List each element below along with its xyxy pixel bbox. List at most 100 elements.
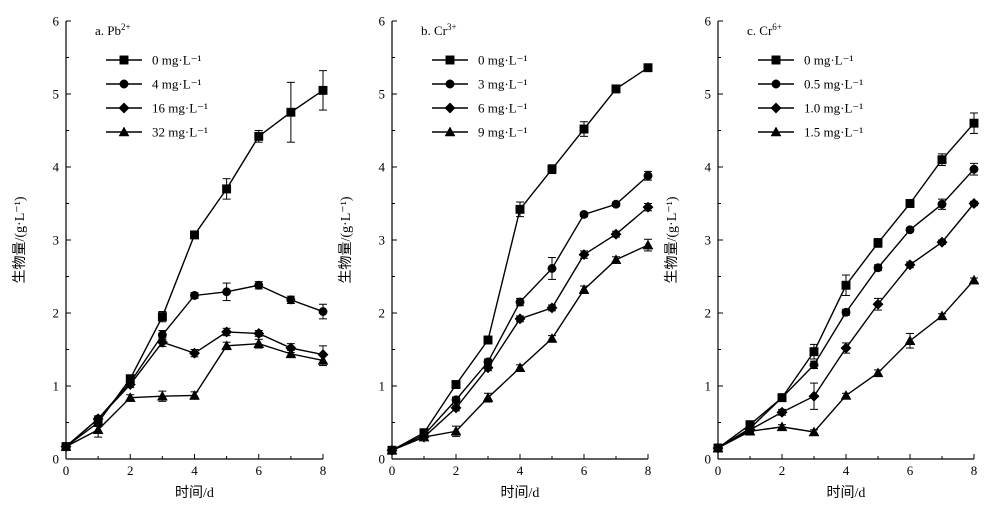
data-point-circle [809, 360, 819, 370]
x-axis-label: 时间/d [827, 485, 866, 501]
y-tick-label: 2 [53, 306, 60, 321]
data-point-triangle [189, 389, 200, 400]
y-tick-label: 3 [379, 233, 386, 248]
x-tick-label: 8 [645, 463, 652, 478]
legend-marker-circle [445, 79, 455, 89]
data-point-diamond [546, 302, 558, 314]
data-point-triangle [872, 367, 884, 378]
data-point-diamond [904, 259, 916, 271]
data-point-square [286, 107, 296, 117]
data-point-triangle [776, 421, 788, 432]
legend-label: 16 mg·L⁻¹ [152, 101, 208, 116]
y-axis-label: 生物量/(g·L⁻¹) [664, 196, 680, 283]
x-axis-label: 时间/d [501, 485, 540, 501]
data-point-triangle [60, 441, 72, 451]
panel-title-superscript: 3+ [447, 22, 457, 32]
data-point-circle [841, 307, 851, 317]
y-tick-label: 1 [705, 379, 712, 394]
data-point-triangle [221, 340, 233, 351]
y-tick-label: 4 [379, 160, 386, 175]
data-point-triangle [253, 338, 265, 348]
data-point-square [222, 184, 232, 194]
legend-label: 3 mg·L⁻¹ [478, 77, 527, 92]
series-line-triangle [391, 244, 649, 451]
data-point-circle [190, 291, 199, 300]
data-point-circle [969, 164, 979, 174]
panel-title: b. Cr3+ [421, 22, 457, 38]
data-point-diamond [188, 347, 201, 359]
data-point-triangle [418, 431, 430, 442]
data-point-triangle [156, 390, 168, 401]
x-tick-label: 2 [779, 463, 786, 478]
y-tick-label: 3 [53, 233, 60, 248]
data-point-square [157, 312, 167, 322]
data-point-triangle [514, 362, 526, 372]
data-point-triangle [840, 389, 852, 400]
legend-label: 9 mg·L⁻¹ [478, 125, 527, 140]
x-tick-label: 8 [320, 463, 327, 478]
data-point-square [905, 199, 915, 208]
panel-title: c. Cr6+ [747, 22, 782, 38]
legend-marker-triangle [770, 126, 782, 137]
data-point-circle [547, 264, 557, 273]
legend-label: 1.0 mg·L⁻¹ [804, 101, 863, 116]
chart-panel-2: 0 2 4 6 8 0 1 2 3 4 5 6 时间/d 生物量/(g·L⁻¹) b. Cr3+ 0 mg·L… [338, 14, 654, 501]
data-point-triangle [317, 354, 329, 365]
x-tick-label: 2 [127, 463, 134, 478]
legend-marker-circle [119, 79, 129, 89]
y-tick-label: 6 [705, 14, 712, 29]
y-tick-label: 0 [379, 452, 386, 467]
data-point-triangle [712, 442, 724, 453]
data-point-triangle [904, 335, 916, 345]
y-tick-label: 0 [53, 452, 60, 467]
data-point-diamond [840, 342, 852, 354]
data-point-square [937, 155, 947, 165]
x-tick-label: 0 [63, 463, 70, 478]
legend-marker-triangle [444, 126, 456, 137]
x-tick-label: 6 [907, 463, 914, 478]
data-point-diamond [221, 326, 233, 338]
data-point-diamond [936, 236, 948, 248]
x-tick-label: 6 [581, 463, 588, 478]
y-axis-label: 生物量/(g·L⁻¹) [12, 196, 28, 283]
legend-marker-square [445, 55, 455, 65]
data-point-square [483, 335, 493, 345]
x-tick-label: 8 [971, 463, 978, 478]
panel-title-superscript: 2+ [121, 22, 131, 32]
data-point-square [841, 280, 851, 290]
x-tick-label: 0 [715, 463, 722, 478]
x-tick-label: 4 [517, 463, 524, 478]
legend-marker-square [119, 55, 129, 65]
data-point-circle [905, 225, 915, 235]
data-point-triangle [642, 239, 654, 250]
series-line-diamond [717, 203, 975, 449]
data-point-circle [222, 287, 232, 297]
data-point-circle [873, 263, 883, 273]
data-point-square [809, 347, 819, 357]
data-point-square [969, 118, 979, 128]
data-point-diamond [156, 336, 168, 348]
data-point-square [547, 164, 557, 174]
data-point-triangle [546, 333, 558, 343]
data-point-square [579, 124, 589, 134]
chart-panel-1: 0 2 4 6 8 0 1 2 3 4 5 6 时间/d 生物量/(g·L⁻¹) a. Pb2+ 0 mg·L… [12, 14, 329, 501]
data-point-diamond [450, 402, 462, 414]
y-tick-label: 4 [705, 160, 712, 175]
data-point-square [451, 380, 461, 389]
legend-label: 0 mg·L⁻¹ [478, 53, 527, 68]
data-point-triangle [610, 254, 622, 264]
legend-marker-diamond [118, 102, 130, 114]
data-point-triangle [744, 425, 756, 436]
legend-label: 6 mg·L⁻¹ [478, 101, 527, 116]
y-axis-label: 生物量/(g·L⁻¹) [338, 196, 354, 283]
y-tick-label: 0 [705, 452, 712, 467]
data-point-diamond [642, 201, 654, 213]
x-axis-label: 时间/d [175, 485, 214, 501]
data-point-square [611, 84, 621, 94]
legend-marker-triangle [118, 126, 130, 137]
y-tick-label: 5 [53, 87, 60, 102]
data-point-diamond [808, 390, 820, 402]
data-point-triangle [968, 274, 980, 285]
data-point-circle [286, 295, 296, 305]
